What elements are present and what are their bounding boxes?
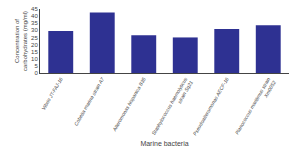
svg-text:Concentration ofcarbohydrates: Concentration ofcarbohydrates (mg/ml)	[14, 11, 28, 71]
svg-text:Pseudoalteromonas AECF-16: Pseudoalteromonas AECF-16	[191, 76, 229, 137]
svg-text:0: 0	[34, 70, 38, 76]
svg-text:Alteromonas hispanica B35: Alteromonas hispanica B35	[111, 76, 147, 133]
svg-text:Staphylococcus haemolyticusstr: Staphylococcus haemolyticusstrain Sq21	[150, 76, 194, 139]
svg-text:25: 25	[31, 35, 38, 41]
svg-text:Marine bacteria: Marine bacteria	[140, 140, 188, 147]
svg-text:40: 40	[31, 13, 38, 19]
svg-text:Cobetia marina strain A7: Cobetia marina strain A7	[73, 76, 106, 127]
svg-text:15: 15	[31, 49, 38, 55]
svg-text:30: 30	[31, 27, 38, 33]
svg-text:10: 10	[31, 56, 38, 62]
svg-text:35: 35	[31, 20, 38, 26]
svg-text:Planococcus maritimus strainXm: Planococcus maritimus strainXm0052	[234, 76, 277, 139]
svg-text:20: 20	[31, 42, 38, 48]
svg-text:45: 45	[31, 6, 38, 12]
svg-text:Vibrio JT-FAJ-16: Vibrio JT-FAJ-16	[40, 76, 64, 111]
svg-text:5: 5	[34, 63, 38, 69]
